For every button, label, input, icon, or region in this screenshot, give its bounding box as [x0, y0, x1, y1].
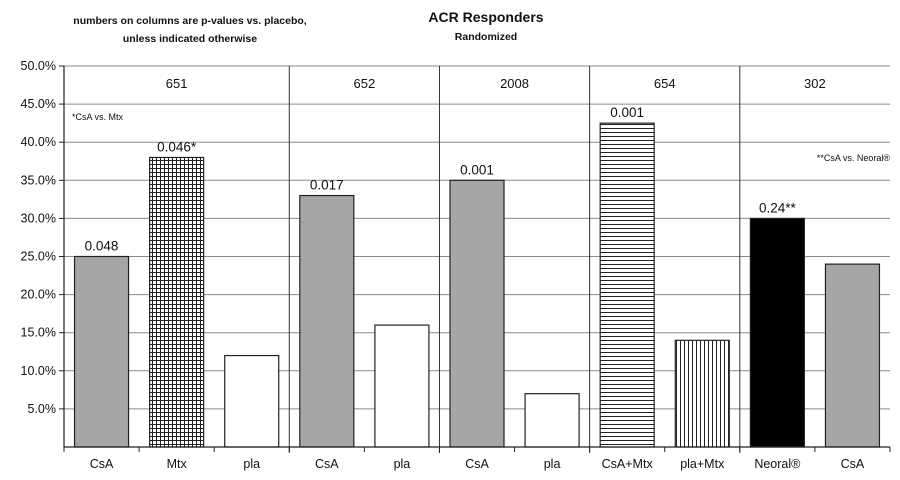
category-label: Mtx — [167, 457, 188, 471]
category-label: pla — [243, 457, 260, 471]
bar — [599, 122, 655, 448]
y-tick-label: 25.0% — [21, 250, 56, 264]
data-label: 0.048 — [85, 239, 119, 254]
annotation-csa-vs-mtx: *CsA vs. Mtx — [72, 112, 124, 122]
group-label: 654 — [654, 76, 676, 91]
y-tick-label: 50.0% — [21, 59, 56, 73]
y-tick-label: 40.0% — [21, 135, 56, 149]
data-label: 0.046* — [157, 139, 197, 154]
bar — [674, 339, 730, 448]
data-label: 0.017 — [310, 178, 344, 193]
bar — [224, 354, 280, 448]
category-label: pla — [544, 457, 561, 471]
group-label: 651 — [166, 76, 188, 91]
y-tick-label: 5.0% — [28, 402, 57, 416]
annotation-csa-vs-neoral: **CsA vs. Neoral® — [817, 153, 891, 163]
data-label: 0.24** — [759, 200, 797, 215]
y-tick-label: 15.0% — [21, 326, 56, 340]
labels: 5.0% 10.0% 15.0% 20.0% 25.0% 30.0% 35.0% 40.0% 4… — [21, 59, 865, 471]
bar — [824, 263, 881, 448]
category-label: CsA — [90, 457, 114, 471]
y-tick-label: 20.0% — [21, 288, 56, 302]
bar — [299, 194, 355, 448]
category-label: CsA — [465, 457, 489, 471]
axes — [59, 65, 891, 453]
group-label: 2008 — [500, 76, 529, 91]
category-label: CsA+Mtx — [602, 457, 654, 471]
bar — [524, 393, 580, 448]
group-label: 652 — [354, 76, 376, 91]
bar — [749, 217, 805, 448]
y-tick-label: 35.0% — [21, 173, 56, 187]
category-label: CsA — [841, 457, 865, 471]
chart-subtitle: Randomized — [455, 31, 517, 43]
data-label: 0.001 — [610, 105, 644, 120]
category-label: pla — [394, 457, 411, 471]
chart-note-line-1: numbers on columns are p-values vs. plac… — [73, 15, 306, 27]
category-label: CsA — [315, 457, 339, 471]
bar — [449, 179, 505, 448]
bar — [149, 156, 205, 448]
bar — [374, 324, 430, 448]
data-label: 0.001 — [460, 162, 494, 177]
category-label: pla+Mtx — [680, 457, 725, 471]
y-tick-label: 30.0% — [21, 211, 56, 225]
y-tick-label: 10.0% — [21, 364, 56, 378]
y-tick-label: 45.0% — [21, 97, 56, 111]
bar — [73, 255, 130, 448]
chart-note-line-2: unless indicated otherwise — [123, 33, 257, 45]
chart-title: ACR Responders — [428, 9, 543, 25]
category-label: Neoral® — [754, 457, 801, 471]
group-label: 302 — [804, 76, 826, 91]
